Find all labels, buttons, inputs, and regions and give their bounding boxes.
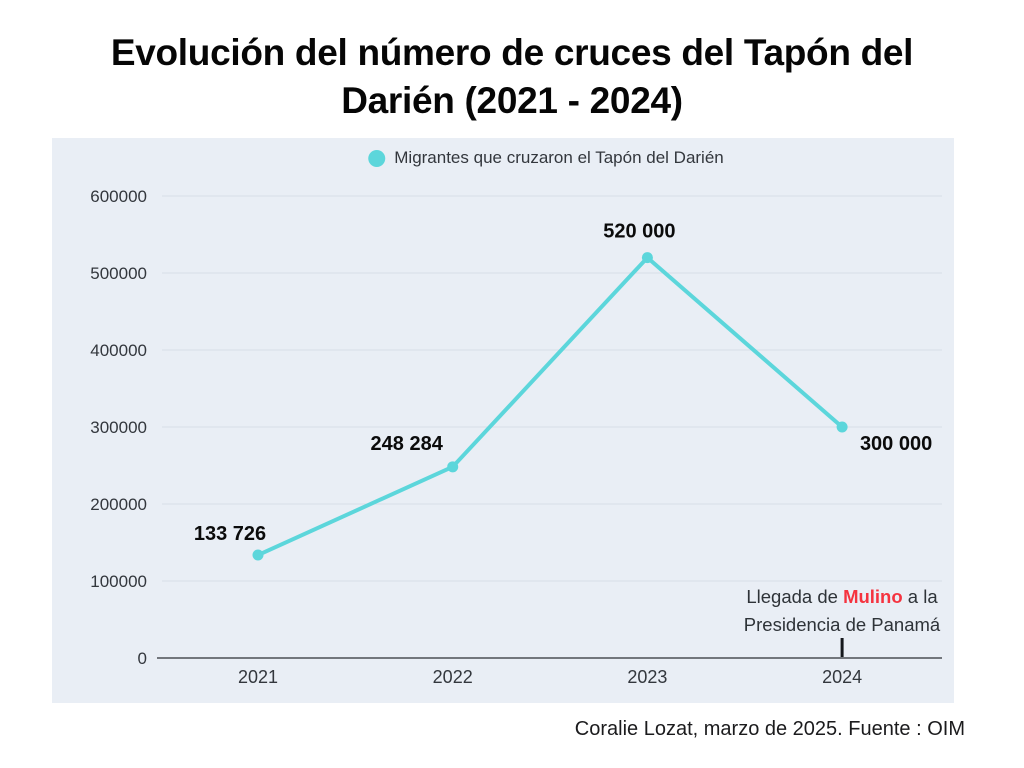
data-point: [641, 252, 653, 264]
y-tick-label: 200000: [90, 495, 147, 514]
y-tick-label: 300000: [90, 418, 147, 437]
y-tick-label: 500000: [90, 264, 147, 283]
chart-panel: Migrantes que cruzaron el Tapón del Dari…: [52, 138, 954, 703]
data-point: [447, 461, 459, 473]
x-tick-label: 2024: [822, 667, 862, 687]
line-chart: 0 100000 200000 300000 400000 500000 600000 202…: [90, 187, 942, 687]
source-credit: Coralie Lozat, marzo de 2025. Fuente : O…: [574, 718, 965, 740]
y-tick-label: 0: [138, 649, 147, 668]
legend-marker-icon: [368, 149, 386, 167]
annotation: Llegada de Mulino a la Presidencia de Pa…: [744, 583, 940, 639]
series-line: [256, 255, 845, 558]
x-tick-label: 2021: [238, 667, 278, 687]
y-tick-label: 100000: [90, 572, 147, 591]
annotation-line-1: Llegada de Mulino a la: [744, 583, 940, 611]
x-tick-label: 2023: [627, 667, 667, 687]
x-tick-label: 2022: [433, 667, 473, 687]
chart-title: Evolución del número de cruces del Tapón…: [110, 32, 914, 121]
data-point: [836, 421, 848, 433]
data-point-label: 133 726: [194, 523, 266, 545]
annotation-highlight: Mulino: [843, 586, 903, 607]
annotation-text-post: a la: [902, 586, 938, 607]
data-point-label: 300 000: [860, 433, 932, 455]
y-tick-label: 600000: [90, 187, 147, 206]
annotation-text-pre: Llegada de: [746, 586, 844, 607]
data-point-label: 520 000: [603, 221, 675, 243]
y-tick-label: 400000: [90, 341, 147, 360]
legend: Migrantes que cruzaron el Tapón del Dari…: [368, 148, 724, 168]
data-point: [252, 549, 264, 561]
legend-label: Migrantes que cruzaron el Tapón del Dari…: [394, 148, 724, 167]
data-point-label: 248 284: [371, 433, 444, 455]
annotation-line-2: Presidencia de Panamá: [743, 614, 941, 635]
